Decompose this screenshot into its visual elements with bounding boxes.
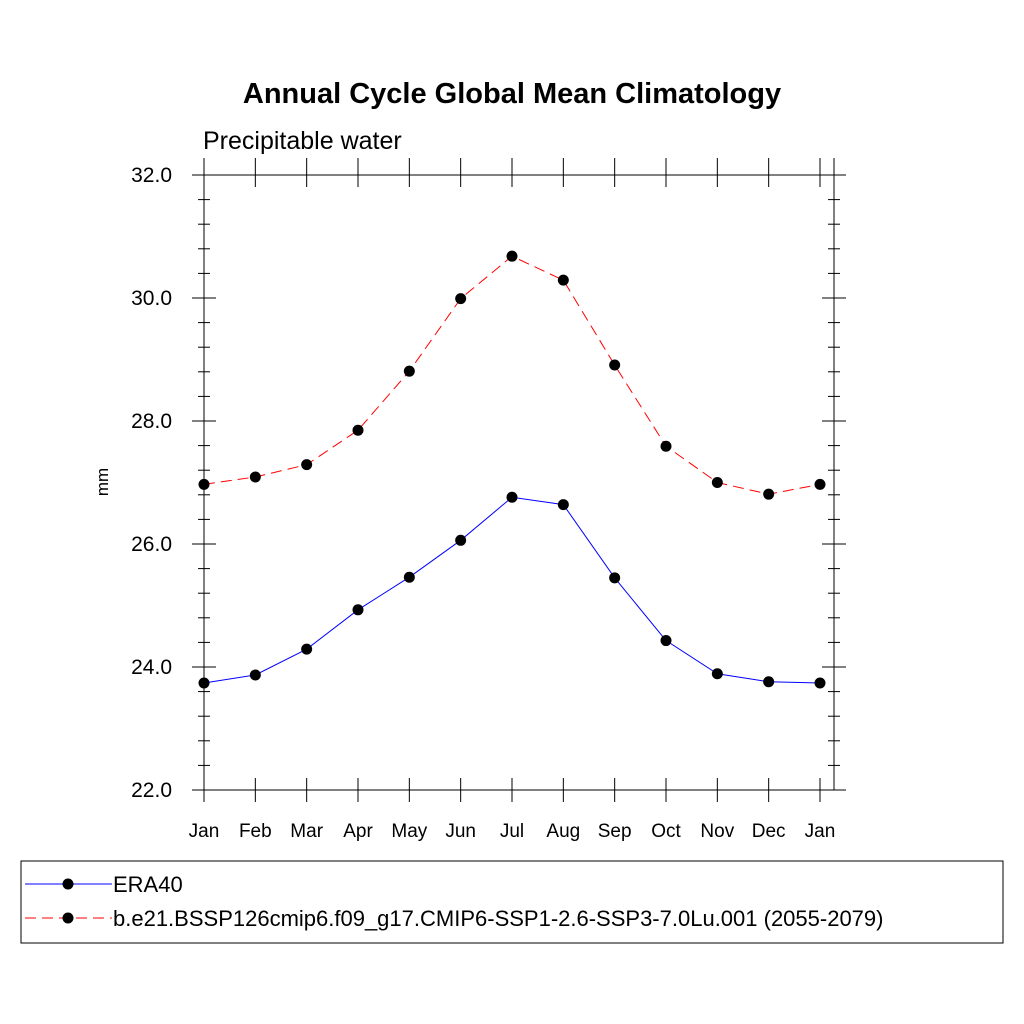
series-1-point — [301, 643, 313, 655]
x-tick-label: Mar — [290, 821, 323, 842]
series-2-point — [660, 440, 672, 452]
series-2-point — [249, 471, 261, 483]
series-1-point — [249, 669, 261, 681]
series-1-point — [814, 677, 826, 689]
chart-title: Annual Cycle Global Mean Climatology — [243, 78, 781, 110]
axis-tick-labels: 22.0 24.0 26.0 28.0 30.0 32.0 Jan Feb Mar Apr May J… — [131, 164, 835, 842]
legend-swatch-marker-2 — [62, 912, 74, 924]
series-2-point — [557, 274, 569, 286]
plot-frame — [203, 158, 835, 791]
legend-label-2: b.e21.BSSP126cmip6.f09_g17.CMIP6-SSP1-2.… — [113, 906, 883, 931]
x-tick-label: Jan — [805, 821, 836, 842]
x-tick-label: Apr — [343, 821, 373, 842]
series-1-point — [455, 534, 467, 546]
y-tick-label: 32.0 — [131, 164, 172, 187]
legend-items: ERA40 b.e21.BSSP126cmip6.f09_g17.CMIP6-SS… — [25, 872, 883, 931]
series-1-point — [660, 635, 672, 647]
x-tick-label: Sep — [598, 821, 632, 842]
legend-box — [20, 860, 1004, 944]
series-line-1 — [203, 496, 821, 684]
series-2-point — [352, 424, 364, 436]
series-1-point — [763, 676, 775, 688]
y-tick-label: 28.0 — [131, 410, 172, 433]
legend-swatch-marker-1 — [62, 878, 74, 890]
series-2-point — [763, 488, 775, 500]
y-axis-label: mm — [93, 468, 112, 496]
series-line-2 — [203, 255, 821, 495]
legend: ERA40 b.e21.BSSP126cmip6.f09_g17.CMIP6-SS… — [20, 860, 1004, 944]
series-2-point — [198, 478, 210, 490]
x-tick-label: Oct — [651, 821, 681, 842]
series-1-point — [352, 604, 364, 616]
series-1-point — [557, 499, 569, 511]
series-1-point — [506, 491, 518, 503]
axis-ticks — [192, 158, 846, 802]
series-1-point — [403, 571, 415, 583]
series-2-point — [814, 478, 826, 490]
chart-subtitle: Precipitable water — [203, 127, 402, 155]
legend-label-1: ERA40 — [113, 872, 183, 897]
x-tick-label: May — [391, 821, 427, 842]
series-1-point — [609, 572, 621, 584]
y-tick-label: 24.0 — [131, 656, 172, 679]
x-tick-label: Aug — [546, 821, 580, 842]
series-2-point — [609, 359, 621, 371]
x-tick-label: Dec — [752, 821, 786, 842]
series-layer — [198, 250, 826, 689]
series-2-point — [301, 459, 313, 471]
y-tick-label: 26.0 — [131, 533, 172, 556]
series-2-point — [455, 293, 467, 305]
x-tick-label: Jun — [445, 821, 476, 842]
series-1-point — [711, 668, 723, 680]
y-tick-label: 22.0 — [131, 779, 172, 802]
x-tick-label: Nov — [700, 821, 734, 842]
series-2-point — [711, 477, 723, 488]
series-2-point — [403, 365, 415, 377]
series-2-point — [506, 250, 518, 262]
x-tick-label: Jul — [500, 821, 524, 842]
x-tick-label: Feb — [239, 821, 272, 842]
series-1-point — [198, 677, 210, 689]
y-tick-label: 30.0 — [131, 287, 172, 310]
x-tick-label: Jan — [189, 821, 220, 842]
